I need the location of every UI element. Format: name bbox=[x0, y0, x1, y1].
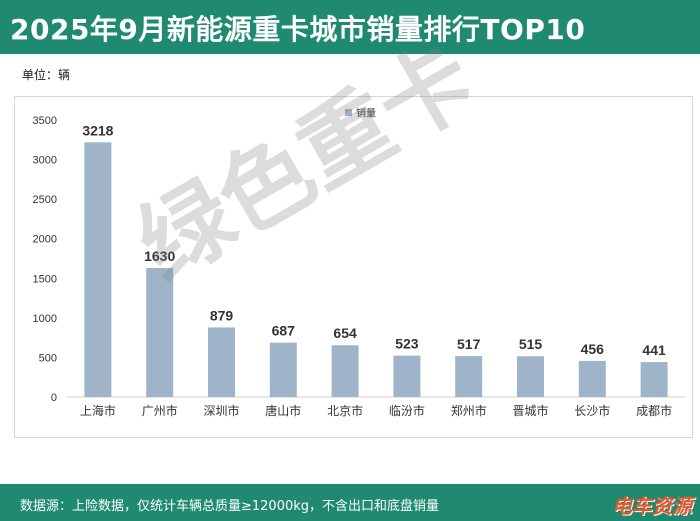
x-tick-label: 北京市 bbox=[327, 403, 363, 418]
data-label: 441 bbox=[642, 342, 666, 358]
data-label: 1630 bbox=[144, 248, 175, 264]
bar bbox=[84, 142, 112, 397]
bar-chart: 0 500 1000 1500 2000 2500 3000 3500 销量 3218 上海市 163… bbox=[33, 107, 685, 418]
y-tick-label: 2500 bbox=[33, 194, 57, 206]
x-tick-label: 成都市 bbox=[636, 403, 672, 418]
unit-label: 单位：辆 bbox=[22, 68, 71, 82]
data-label: 456 bbox=[581, 341, 605, 357]
bar bbox=[208, 327, 235, 397]
data-label: 654 bbox=[333, 325, 357, 341]
data-label: 687 bbox=[272, 323, 296, 339]
x-tick-label: 郑州市 bbox=[451, 403, 487, 418]
x-tick-label: 临汾市 bbox=[389, 403, 425, 418]
legend-swatch bbox=[345, 109, 352, 116]
data-label: 515 bbox=[519, 336, 543, 352]
bar bbox=[331, 345, 359, 397]
data-label: 523 bbox=[395, 336, 419, 352]
brand-logo: 电车资源 bbox=[612, 494, 692, 518]
title-bar: 2025年9月新能源重卡城市销量排行TOP10 bbox=[0, 0, 700, 54]
bar bbox=[393, 355, 421, 397]
y-tick-label: 500 bbox=[39, 352, 57, 364]
y-tick-label: 0 bbox=[51, 392, 57, 404]
y-tick-label: 3500 bbox=[33, 115, 57, 127]
x-tick-label: 深圳市 bbox=[203, 403, 239, 418]
data-label: 879 bbox=[210, 307, 234, 323]
y-tick-label: 3000 bbox=[33, 155, 57, 167]
chart-frame: 0 500 1000 1500 2000 2500 3000 3500 销量 3218 上海市 163… bbox=[14, 96, 693, 438]
x-tick-label: 唐山市 bbox=[265, 403, 301, 418]
data-source-note: 数据源：上险数据，仅统计车辆总质量≥12000kg，不含出口和底盘销量 bbox=[20, 499, 440, 514]
bar bbox=[578, 360, 606, 397]
x-tick-label: 上海市 bbox=[80, 403, 116, 418]
y-tick-label: 1500 bbox=[33, 273, 57, 285]
x-tick-label: 长沙市 bbox=[574, 403, 610, 418]
bar bbox=[455, 356, 483, 397]
x-tick-label: 广州市 bbox=[142, 403, 178, 418]
data-label: 517 bbox=[457, 336, 481, 352]
page-title: 2025年9月新能源重卡城市销量排行TOP10 bbox=[10, 13, 586, 46]
x-tick-label: 晋城市 bbox=[512, 403, 548, 418]
y-tick-label: 1000 bbox=[33, 313, 57, 325]
legend-label: 销量 bbox=[356, 107, 376, 120]
footer-bar: 数据源：上险数据，仅统计车辆总质量≥12000kg，不含出口和底盘销量 电车资源 bbox=[0, 484, 700, 521]
data-label: 3218 bbox=[82, 122, 113, 138]
bar bbox=[517, 356, 544, 397]
bar bbox=[269, 342, 297, 397]
bar bbox=[146, 267, 174, 397]
bar bbox=[640, 362, 668, 397]
y-tick-label: 2000 bbox=[33, 234, 57, 246]
